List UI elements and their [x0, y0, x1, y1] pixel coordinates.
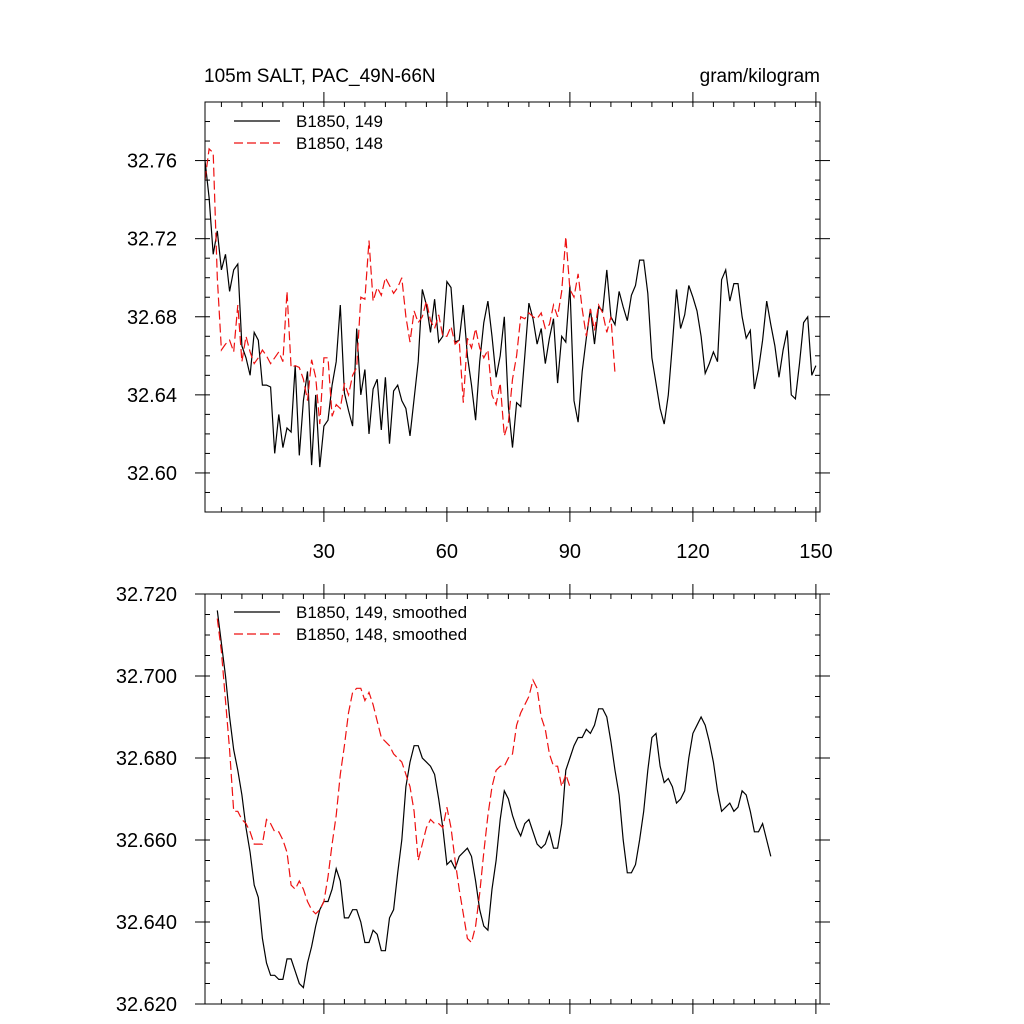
- top-panel-units: gram/kilogram: [700, 66, 820, 87]
- top-panel: 105m SALT, PAC_49N-66N gram/kilogram 30 6…: [127, 66, 833, 563]
- bottom-y-tick-label: 32.680: [116, 748, 177, 770]
- top-series-group: [204, 147, 817, 468]
- top-y-tick-label: 32.68: [127, 307, 177, 329]
- top-y-tick-label: 32.64: [127, 385, 177, 407]
- top-x-tick-label: 150: [799, 541, 832, 563]
- bottom-y-tick-label: 32.640: [116, 912, 177, 934]
- top-x-tick-label: 30: [313, 541, 335, 563]
- bottom-series-149-line: [216, 610, 772, 989]
- top-legend-label-148: B1850, 148: [296, 134, 383, 153]
- bottom-legend-label-148: B1850, 148, smoothed: [296, 625, 467, 644]
- top-x-tick-label: 60: [436, 541, 458, 563]
- bottom-legend: B1850, 149, smoothed B1850, 148, smoothe…: [234, 603, 467, 644]
- bottom-y-tick-label: 32.720: [116, 584, 177, 606]
- top-panel-title: 105m SALT, PAC_49N-66N: [204, 66, 436, 87]
- top-y-tick-label: 32.60: [127, 463, 177, 485]
- top-series-149-line: [204, 160, 817, 468]
- top-x-tick-label: 90: [559, 541, 581, 563]
- top-legend: B1850, 149 B1850, 148: [234, 112, 383, 153]
- bottom-legend-label-149: B1850, 149, smoothed: [296, 603, 467, 622]
- bottom-series-group: [216, 610, 772, 989]
- top-x-tick-label: 120: [676, 541, 709, 563]
- bottom-y-tick-label: 32.700: [116, 666, 177, 688]
- top-legend-label-149: B1850, 149: [296, 112, 383, 131]
- bottom-series-148-line: [216, 618, 571, 944]
- top-y-tick-label: 32.76: [127, 151, 177, 173]
- top-series-148-line: [204, 147, 616, 437]
- top-plot-frame: [204, 101, 821, 513]
- bottom-panel: 32.620 32.640 32.660 32.680 32.700 32.720 B18…: [116, 584, 830, 1016]
- bottom-axis-ticks: 32.620 32.640 32.660 32.680 32.700 32.720: [116, 584, 830, 1016]
- bottom-y-tick-label: 32.660: [116, 830, 177, 852]
- top-y-tick-label: 32.72: [127, 229, 177, 251]
- bottom-y-tick-label: 32.620: [116, 994, 177, 1016]
- bottom-plot-frame: [204, 593, 821, 1005]
- top-axis-ticks: 30 60 90 120 150 32.60 32.64 32.68 32.72 32.76: [127, 92, 833, 563]
